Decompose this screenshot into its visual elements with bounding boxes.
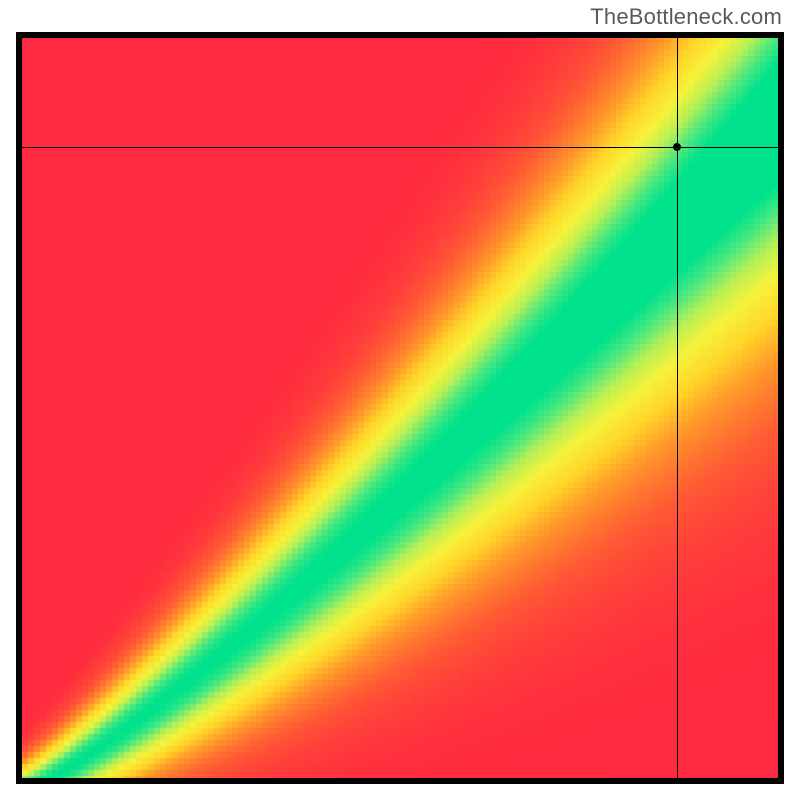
crosshair-marker-dot [673,143,681,151]
bottleneck-heatmap [16,32,784,784]
heatmap-canvas [22,38,778,778]
crosshair-horizontal [16,147,784,148]
watermark-text: TheBottleneck.com [590,4,782,30]
